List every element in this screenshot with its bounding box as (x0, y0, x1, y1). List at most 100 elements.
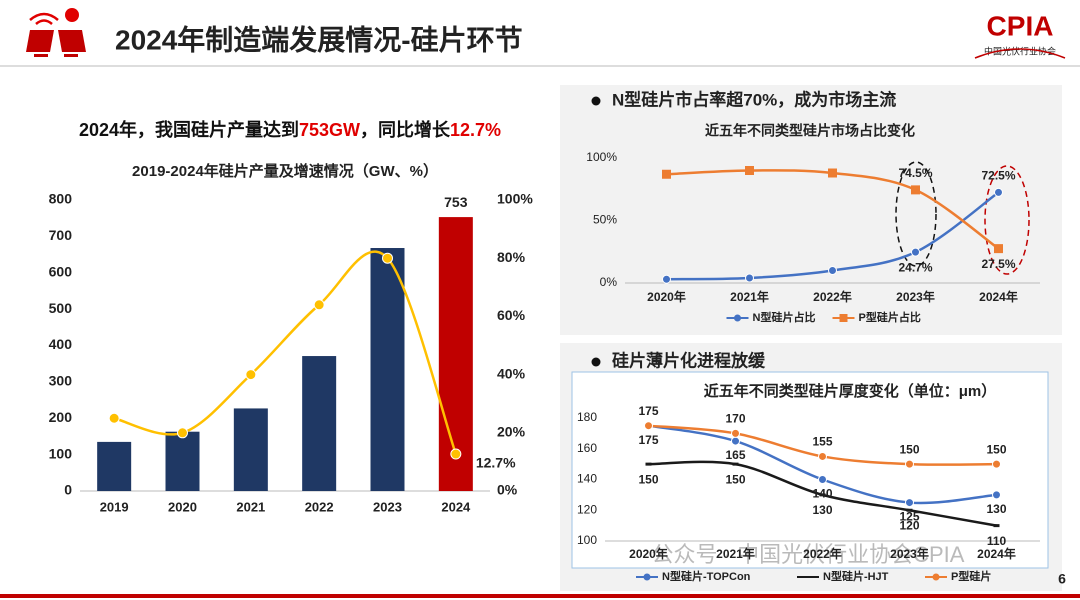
marker (911, 247, 920, 257)
section-heading: N型硅片市占率超70%，成为市场主流 (612, 89, 896, 109)
y-tick-label: 0 (64, 482, 72, 498)
data-label: 165 (725, 448, 745, 462)
marker (313, 299, 325, 311)
legend-marker (643, 573, 651, 581)
bullet (591, 357, 601, 367)
y-tick-label: 800 (49, 191, 73, 207)
marker (108, 412, 120, 424)
x-tick-label: 2022 (305, 499, 334, 514)
marker (994, 244, 1003, 254)
marker (911, 185, 920, 195)
y-tick-label: 180 (577, 410, 597, 424)
legend-marker (932, 573, 940, 581)
marker (828, 266, 837, 275)
y-tick-label: 100% (586, 150, 617, 164)
y-tick-label: 500 (49, 300, 73, 316)
headline-part: 753GW (299, 120, 360, 140)
watermark: 公众号 · 中国光伏行业协会CPIA (652, 542, 965, 567)
bar (370, 248, 405, 491)
marker (992, 490, 1001, 500)
y-tick-label: 100 (49, 445, 73, 461)
chart-title: 2019-2024年硅片产量及增速情况（GW、%） (132, 162, 438, 180)
highlight-ellipse (984, 165, 1030, 275)
bar (438, 217, 473, 491)
x-tick-label: 2023 (373, 499, 402, 514)
legend-label: N型硅片占比 (753, 310, 816, 324)
legend-marker (839, 314, 848, 322)
bar (97, 441, 132, 491)
data-label: 175 (638, 404, 658, 418)
headline: 2024年，我国硅片产量达到753GW，同比增长12.7% (79, 119, 501, 140)
y-tick-label: 140 (577, 472, 597, 486)
x-tick-label: 2021 (236, 499, 265, 514)
section-heading: 硅片薄片化进程放缓 (612, 350, 766, 370)
x-tick-label: 2021年 (730, 289, 769, 304)
x-tick-label: 2023年 (890, 546, 929, 561)
marker (177, 427, 188, 439)
data-label: 130 (986, 502, 1006, 516)
data-label: 150 (899, 442, 919, 456)
y-tick-label: 300 (49, 373, 73, 389)
panel (560, 85, 1062, 335)
x-tick-label: 2022年 (813, 289, 852, 304)
page-title: 2024年制造端发展情况-硅片环节 (115, 23, 523, 55)
marker (992, 459, 1001, 469)
data-label: 155 (812, 435, 832, 449)
x-tick-label: 2024 (441, 499, 471, 514)
marker (905, 498, 914, 508)
chart-title: 近五年不同类型硅片市场占比变化 (705, 123, 915, 139)
data-label: 140 (812, 487, 832, 501)
data-label: 27.5% (981, 257, 1015, 271)
y-tick-label: 400 (49, 336, 73, 352)
data-label: 150 (638, 472, 658, 486)
y-tick-label: 100 (577, 533, 597, 547)
bar (165, 431, 200, 491)
legend-label: P型硅片 (951, 569, 991, 583)
marker (450, 448, 462, 460)
data-label: 130 (812, 503, 832, 517)
headline-part: ，同比增长 (360, 119, 451, 140)
logo-org: 中国光伏行业协会 (984, 45, 1056, 56)
data-label: 12.7% (476, 455, 516, 471)
header-icon (26, 8, 86, 57)
x-tick-label: 2020年 (647, 289, 686, 304)
logo-arc (974, 48, 1066, 59)
headline-part: 2024年，我国硅片产量达到 (79, 119, 299, 140)
marker (828, 168, 837, 178)
bar (233, 408, 268, 491)
data-label: 120 (899, 518, 919, 532)
data-label: 150 (725, 472, 745, 486)
data-label: 170 (725, 412, 745, 426)
marker (662, 274, 671, 284)
data-label: 150 (986, 442, 1006, 456)
y2-tick-label: 80% (497, 249, 526, 265)
legend-label: P型硅片占比 (859, 310, 921, 324)
y2-tick-label: 60% (497, 307, 526, 323)
marker (644, 421, 653, 431)
y-tick-label: 50% (593, 213, 617, 227)
y-tick-label: 0% (600, 275, 618, 289)
bullet (591, 96, 601, 106)
marker (731, 436, 740, 446)
highlight-ellipse (895, 161, 937, 267)
y-tick-label: 600 (49, 263, 73, 279)
marker (905, 459, 914, 469)
chart-title: 近五年不同类型硅片厚度变化（单位：μm） (704, 382, 997, 400)
y2-tick-label: 20% (497, 424, 526, 440)
headline-part: 12.7% (450, 120, 501, 140)
y2-tick-label: 0% (497, 482, 518, 498)
legend-label: N型硅片-HJT (823, 569, 889, 583)
logo: CPIA (987, 10, 1054, 41)
x-tick-label: 2019 (100, 499, 129, 514)
x-tick-label: 2024年 (979, 289, 1018, 304)
data-label: 753 (444, 194, 468, 210)
y-tick-label: 700 (49, 227, 73, 243)
data-label: 125 (899, 510, 919, 524)
legend-marker (734, 314, 741, 322)
marker (745, 166, 754, 175)
data-label: 175 (638, 433, 658, 447)
marker (818, 451, 827, 461)
x-tick-label: 2021年 (716, 546, 755, 561)
